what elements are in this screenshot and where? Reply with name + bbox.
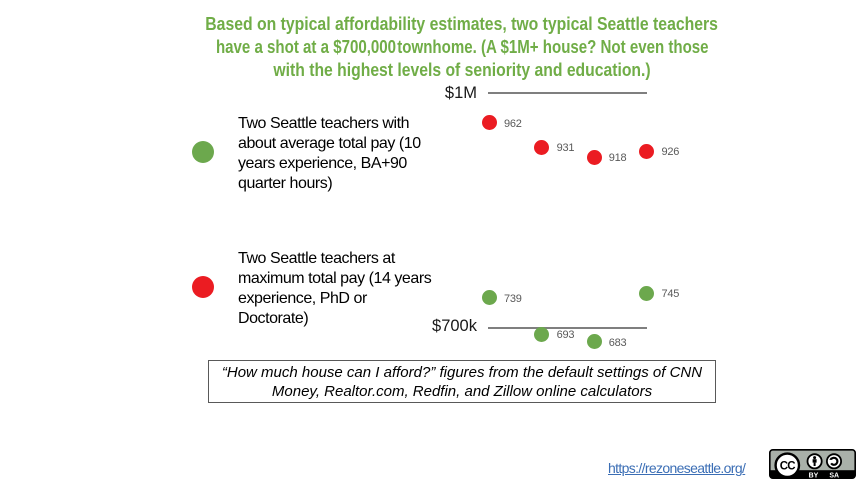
svg-text:BY: BY [809,473,819,479]
svg-text:CC: CC [780,461,796,473]
svg-text:SA: SA [829,473,839,479]
